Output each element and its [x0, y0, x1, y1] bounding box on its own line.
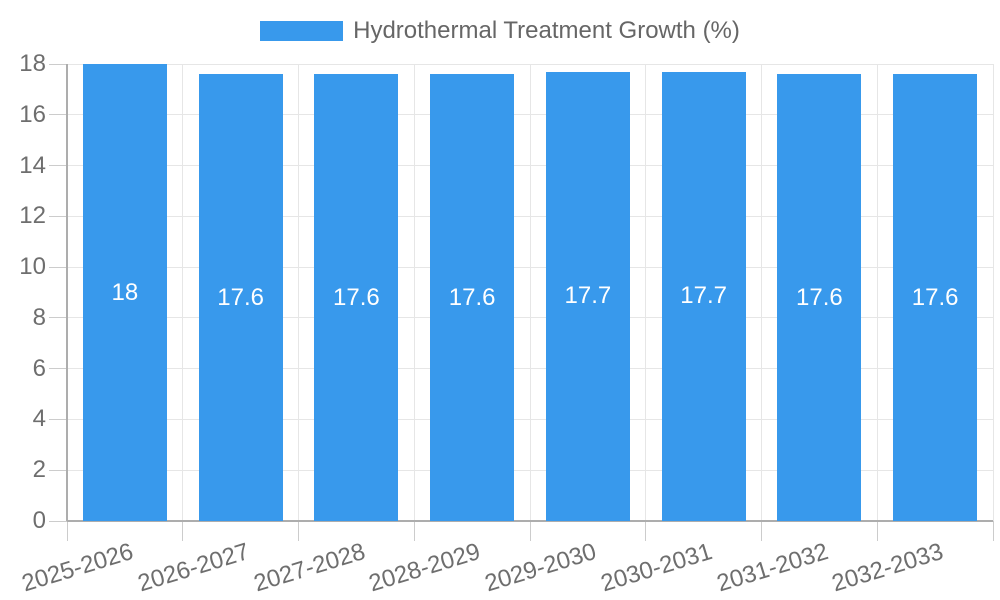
bar-value-label: 17.6 — [796, 283, 843, 311]
y-tick-label: 6 — [32, 354, 46, 382]
x-gridline — [992, 64, 994, 521]
bar: 17.6 — [198, 74, 283, 521]
x-tick-label: 2032-2033 — [829, 538, 947, 598]
x-tick-label: 2030-2031 — [597, 538, 716, 598]
x-tick — [529, 521, 531, 541]
bar-value-label: 17.7 — [564, 282, 612, 310]
bar: 17.6 — [314, 74, 399, 521]
y-tick — [49, 368, 67, 370]
legend-label: Hydrothermal Treatment Growth (%) — [353, 17, 740, 44]
bar-value-label: 17.7 — [680, 282, 727, 310]
y-tick — [49, 63, 67, 65]
bar-value-label: 17.6 — [911, 283, 959, 311]
x-tick — [298, 521, 299, 541]
x-tick — [992, 521, 994, 541]
x-gridline — [876, 64, 878, 521]
x-tick-label: 2028-2029 — [366, 538, 484, 598]
y-tick — [49, 215, 67, 217]
legend-swatch-icon — [260, 21, 344, 41]
y-tick — [49, 469, 67, 471]
bar: 17.6 — [893, 74, 978, 521]
x-gridline — [182, 64, 184, 521]
bar: 18 — [82, 64, 167, 521]
x-gridline — [298, 64, 299, 521]
bar-value-label: 17.6 — [217, 283, 264, 311]
x-tick-label: 2029-2030 — [481, 538, 600, 598]
y-tick-label: 18 — [19, 50, 46, 77]
x-gridline — [645, 64, 647, 521]
y-tick — [49, 266, 67, 268]
y-tick — [49, 165, 67, 167]
y-axis-line — [66, 64, 68, 521]
bar-value-label: 17.6 — [333, 283, 380, 311]
x-tick — [876, 521, 878, 541]
y-tick-label: 16 — [19, 100, 46, 128]
x-tick — [66, 521, 68, 541]
x-tick — [761, 521, 762, 541]
x-tick-label: 2027-2028 — [250, 538, 368, 598]
bar-value-label: 18 — [111, 278, 139, 306]
x-tick-label: 2026-2027 — [134, 538, 253, 598]
y-tick — [49, 418, 67, 420]
x-gridline — [413, 64, 415, 521]
x-gridline — [529, 64, 531, 521]
y-tick-label: 14 — [19, 151, 46, 179]
x-axis-line — [67, 520, 993, 522]
y-tick — [49, 520, 67, 522]
bar: 17.6 — [430, 74, 515, 521]
x-tick — [413, 521, 415, 541]
y-tick — [49, 317, 67, 319]
x-tick-label: 2025-2026 — [18, 538, 137, 598]
y-tick-label: 12 — [19, 202, 46, 230]
bar-value-label: 17.6 — [448, 283, 496, 311]
bar: 17.7 — [545, 71, 630, 521]
x-tick — [182, 521, 184, 541]
x-tick — [645, 521, 647, 541]
y-tick-label: 0 — [32, 507, 46, 534]
bar: 17.7 — [661, 71, 746, 521]
x-gridline — [761, 64, 762, 521]
y-tick-label: 4 — [32, 405, 46, 433]
y-tick — [49, 114, 67, 116]
y-tick-label: 10 — [19, 253, 46, 281]
chart-legend[interactable]: Hydrothermal Treatment Growth (%) — [0, 17, 1000, 44]
y-tick-label: 8 — [32, 303, 46, 331]
y-tick-label: 2 — [32, 456, 46, 484]
x-tick-label: 2031-2032 — [713, 538, 831, 598]
bar: 17.6 — [777, 74, 862, 521]
